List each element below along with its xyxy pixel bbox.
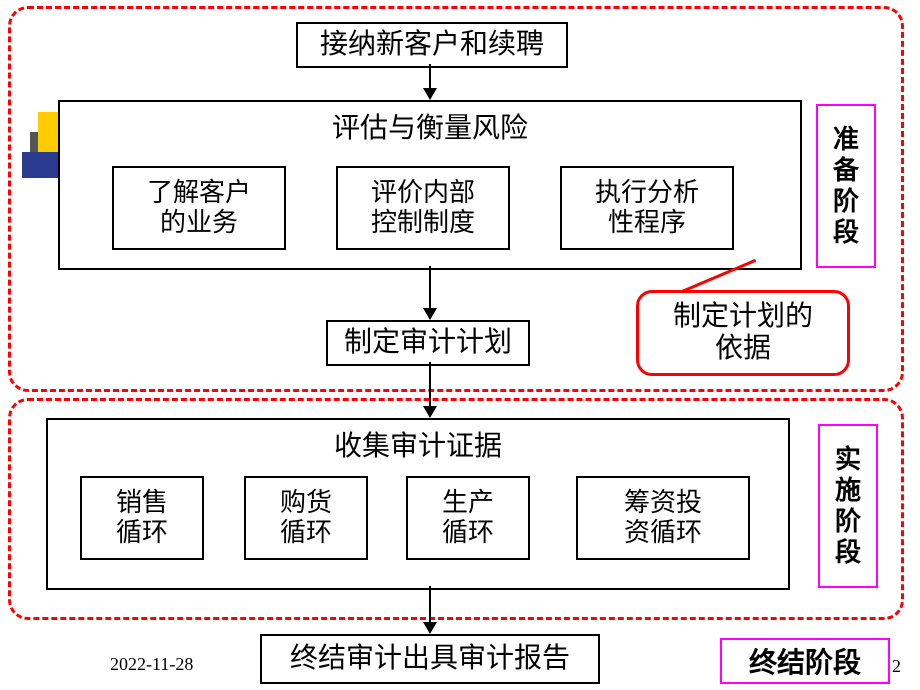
subbox-text: 执行分析 性程序 [595, 178, 699, 238]
phase-label-char: 阶 [835, 506, 861, 537]
box-text: 接纳新客户和续聘 [320, 29, 544, 61]
subbox-text: 生产 循环 [442, 488, 494, 548]
box-accept-client: 接纳新客户和续聘 [296, 22, 568, 68]
subbox-text: 筹资投 资循环 [624, 488, 702, 548]
box-text: 终结审计出具审计报告 [290, 643, 570, 675]
footer-date: 2022-11-28 [110, 654, 193, 675]
arrow-2-head [423, 308, 437, 320]
arrow-2 [429, 266, 431, 308]
subbox-analytical: 执行分析 性程序 [560, 166, 734, 250]
arrow-3 [429, 362, 431, 406]
bigbox-evidence-title: 收集审计证据 [48, 420, 788, 464]
phase-label-char: 阶 [833, 186, 859, 217]
arrow-1-head [423, 88, 437, 100]
phase-label-char: 备 [833, 155, 859, 186]
subbox-text: 了解客户 的业务 [147, 178, 251, 238]
phase-label-char: 段 [835, 537, 861, 568]
bigbox-risk-title: 评估与衡量风险 [60, 102, 800, 146]
arrow-1 [429, 64, 431, 88]
subbox-internal-control: 评价内部 控制制度 [336, 166, 510, 250]
footer-page: 2 [892, 656, 901, 677]
arrow-4-head [423, 622, 437, 634]
phase-label-char: 准 [833, 124, 859, 155]
phase-label-final: 终结阶段 [720, 638, 890, 684]
subbox-text: 购货 循环 [280, 488, 332, 548]
phase-label-impl: 实 施 阶 段 [818, 424, 878, 588]
phase-label-prep: 准 备 阶 段 [816, 104, 876, 268]
callout-plan-basis: 制定计划的 依据 [636, 290, 850, 376]
subbox-text: 销售 循环 [116, 488, 168, 548]
box-text: 制定审计计划 [344, 327, 512, 359]
phase-label-char: 实 [835, 444, 861, 475]
subbox-production-cycle: 生产 循环 [406, 476, 530, 560]
box-plan: 制定审计计划 [326, 320, 530, 366]
phase-label-char: 施 [835, 475, 861, 506]
subbox-text: 评价内部 控制制度 [371, 178, 475, 238]
box-final-report: 终结审计出具审计报告 [260, 634, 600, 684]
arrow-3-head [423, 406, 437, 418]
phase-label-char: 段 [833, 217, 859, 248]
subbox-sales-cycle: 销售 循环 [80, 476, 204, 560]
subbox-purchase-cycle: 购货 循环 [244, 476, 368, 560]
subbox-understand-client: 了解客户 的业务 [112, 166, 286, 250]
arrow-4 [429, 586, 431, 622]
phase-label-text: 终结阶段 [749, 641, 861, 681]
subbox-finance-cycle: 筹资投 资循环 [576, 476, 750, 560]
callout-text: 制定计划的 依据 [673, 301, 813, 365]
